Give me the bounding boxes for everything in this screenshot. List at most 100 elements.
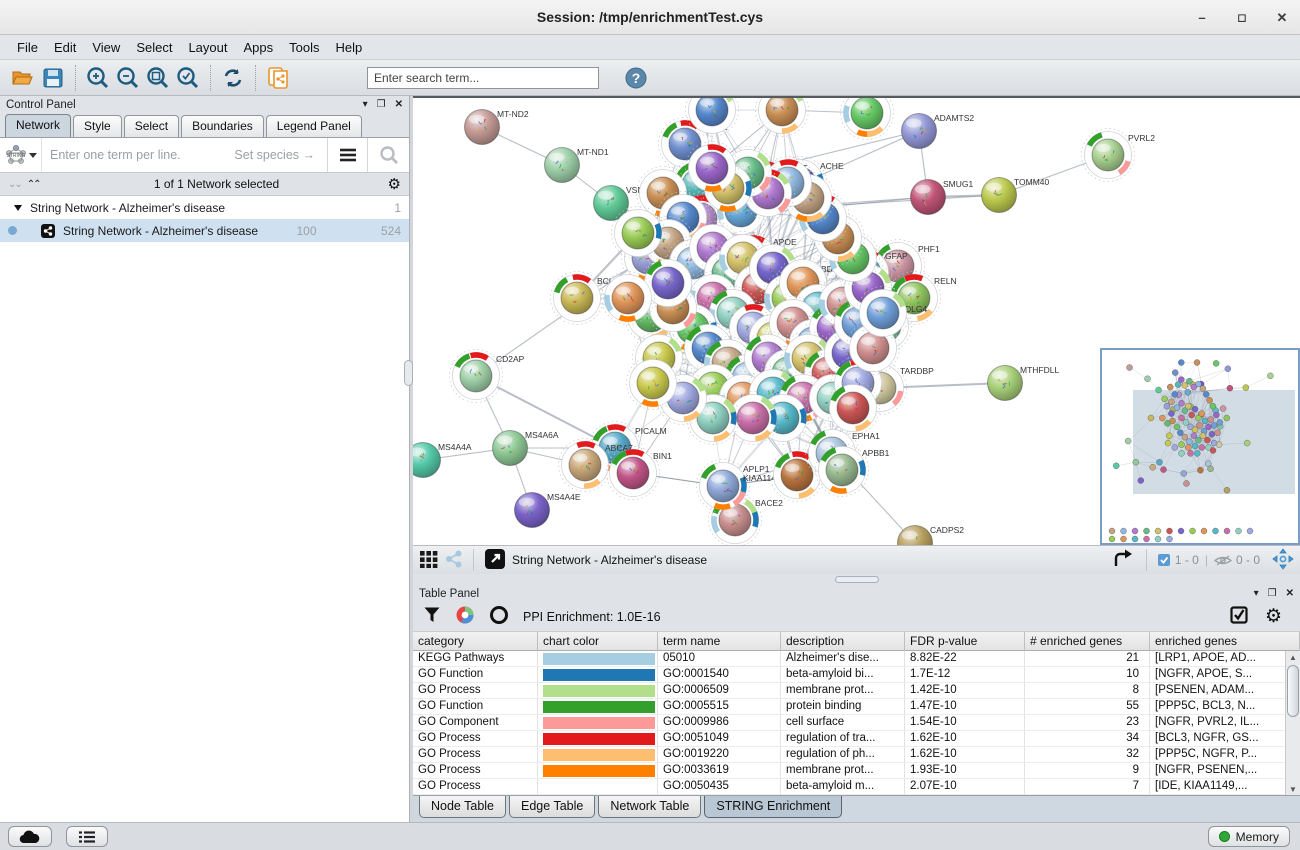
horizontal-splitter-grip[interactable] xyxy=(834,576,879,583)
network-node[interactable] xyxy=(726,391,780,445)
panel-float-icon[interactable]: ❐ xyxy=(376,99,386,110)
network-node[interactable] xyxy=(755,98,809,137)
menu-select[interactable]: Select xyxy=(136,39,173,55)
birdseye-toggle-icon[interactable] xyxy=(1272,547,1294,573)
chart-icon[interactable] xyxy=(455,605,475,628)
column-header-category[interactable]: category xyxy=(413,631,538,651)
string-query-input[interactable]: Enter one term per line. Set species → xyxy=(42,148,327,162)
tab-style[interactable]: Style xyxy=(73,115,122,137)
network-from-clipboard-icon[interactable] xyxy=(263,64,293,92)
column-header-chart-color[interactable]: chart color xyxy=(538,631,658,651)
collapse-all-icon[interactable]: ⌄⌄ xyxy=(8,178,23,190)
tab-network[interactable]: Network xyxy=(5,114,72,137)
column-header-description[interactable]: description xyxy=(781,631,905,651)
task-history-button[interactable] xyxy=(66,826,108,847)
network-node[interactable]: MT-ND2 xyxy=(464,109,529,145)
network-node[interactable]: MS4A4E xyxy=(514,492,581,528)
zoom-selected-icon[interactable] xyxy=(173,64,203,92)
network-node[interactable]: PVRL2 xyxy=(1081,128,1156,182)
horizontal-splitter[interactable] xyxy=(413,574,1300,585)
share-view-icon[interactable] xyxy=(445,550,463,571)
set-species-hint[interactable]: Set species → xyxy=(234,148,315,162)
tab-edge-table[interactable]: Edge Table xyxy=(509,796,596,818)
tree-expand-icon[interactable] xyxy=(14,204,22,211)
memory-button[interactable]: Memory xyxy=(1207,826,1290,847)
zoom-in-icon[interactable] xyxy=(83,64,113,92)
network-node[interactable]: BCL3 xyxy=(550,271,619,325)
panel-close-icon[interactable]: ✕ xyxy=(1285,588,1294,599)
ring-icon[interactable] xyxy=(489,605,509,628)
network-node[interactable]: TOMM40 xyxy=(981,177,1050,213)
zoom-out-icon[interactable] xyxy=(113,64,143,92)
grid-view-icon[interactable] xyxy=(419,550,439,571)
column-header-term-name[interactable]: term name xyxy=(658,631,781,651)
network-node[interactable]: ADAMTS2 xyxy=(901,113,975,149)
detach-view-icon[interactable] xyxy=(484,548,506,573)
minimize-button[interactable]: – xyxy=(1198,10,1206,25)
vertical-splitter[interactable] xyxy=(410,96,413,822)
network-node[interactable] xyxy=(626,356,680,410)
network-node[interactable] xyxy=(826,381,880,435)
string-search-icon[interactable] xyxy=(367,138,409,172)
network-node[interactable]: EFNA5 xyxy=(770,448,845,502)
column-header--enriched-genes[interactable]: # enriched genes xyxy=(1025,631,1150,651)
table-row[interactable]: GO Function GO:0005515 protein binding 1.47… xyxy=(413,699,1300,715)
menu-file[interactable]: File xyxy=(17,39,38,55)
table-row[interactable]: GO Process GO:0050435 beta-amyloid m... 2.0… xyxy=(413,779,1300,795)
network-node[interactable] xyxy=(856,286,910,340)
string-protein-query-icon[interactable]: STRING xyxy=(0,138,42,172)
scrollbar-thumb[interactable] xyxy=(1287,665,1299,717)
open-session-icon[interactable] xyxy=(8,64,38,92)
network-node[interactable] xyxy=(685,141,739,195)
scroll-up-icon[interactable]: ▲ xyxy=(1289,653,1297,662)
panel-menu-icon[interactable]: ▾ xyxy=(362,99,368,110)
expand-all-icon[interactable]: ⌃⌃ xyxy=(26,178,42,190)
network-node[interactable]: MTHFDLL xyxy=(987,365,1060,401)
panel-menu-icon[interactable]: ▾ xyxy=(1253,588,1259,599)
network-node[interactable] xyxy=(611,206,665,260)
save-session-icon[interactable] xyxy=(38,64,68,92)
tab-node-table[interactable]: Node Table xyxy=(419,796,507,818)
network-node[interactable] xyxy=(840,98,894,140)
table-row[interactable]: KEGG Pathways 05010 Alzheimer's dise... 8.8… xyxy=(413,651,1300,667)
maximize-button[interactable]: ◻ xyxy=(1237,12,1247,24)
menu-view[interactable]: View xyxy=(92,39,121,55)
scroll-down-icon[interactable]: ▼ xyxy=(1289,785,1297,794)
network-canvas[interactable]: MT-ND2MT-ND1VSNL1GAB2ADAMTS2PVRL2SMUG1TO… xyxy=(413,96,1300,545)
network-options-gear-icon[interactable]: ⚙ xyxy=(387,176,401,193)
string-options-menu-icon[interactable] xyxy=(327,138,367,172)
table-row[interactable]: GO Process GO:0051049 regulation of tra...… xyxy=(413,731,1300,747)
select-rows-icon[interactable] xyxy=(1230,605,1249,628)
help-icon[interactable]: ? xyxy=(621,64,651,92)
menu-apps[interactable]: Apps xyxy=(243,39,274,55)
table-row[interactable]: GO Process GO:0006509 membrane prot... 1.42… xyxy=(413,683,1300,699)
filter-icon[interactable] xyxy=(423,606,441,627)
menu-layout[interactable]: Layout xyxy=(188,39,228,55)
network-node[interactable]: MT-ND1 xyxy=(544,147,609,183)
menu-tools[interactable]: Tools xyxy=(289,39,320,55)
export-network-icon[interactable] xyxy=(1112,548,1136,573)
birdseye-view[interactable] xyxy=(1100,348,1300,545)
tab-string-enrichment[interactable]: STRING Enrichment xyxy=(704,796,843,818)
network-node[interactable]: BIN1 xyxy=(606,446,673,500)
network-node[interactable] xyxy=(601,271,655,325)
tab-boundaries[interactable]: Boundaries xyxy=(181,115,264,137)
network-node[interactable]: CD2AP xyxy=(449,349,525,403)
table-row[interactable]: GO Process GO:0033619 membrane prot... 1.93… xyxy=(413,763,1300,779)
network-collection-row[interactable]: String Network - Alzheimer's disease 1 xyxy=(0,196,409,219)
cloud-button[interactable] xyxy=(8,826,52,847)
table-row[interactable]: GO Function GO:0001540 beta-amyloid bi... 1… xyxy=(413,667,1300,683)
network-node[interactable]: MS4A4A xyxy=(413,442,472,478)
network-node[interactable]: SMUG1 xyxy=(910,179,974,215)
network-node[interactable]: RELN xyxy=(887,271,957,325)
menu-help[interactable]: Help xyxy=(335,39,363,55)
column-header-enriched-genes[interactable]: enriched genes xyxy=(1150,631,1300,651)
table-scrollbar[interactable]: ▲ ▼ xyxy=(1285,651,1300,796)
network-node[interactable]: MS4A6A xyxy=(492,430,559,466)
tab-network-table[interactable]: Network Table xyxy=(598,796,702,818)
zoom-fit-icon[interactable] xyxy=(143,64,173,92)
tab-select[interactable]: Select xyxy=(123,115,180,137)
refresh-icon[interactable] xyxy=(218,64,248,92)
table-settings-gear-icon[interactable]: ⚙ xyxy=(1264,606,1282,627)
